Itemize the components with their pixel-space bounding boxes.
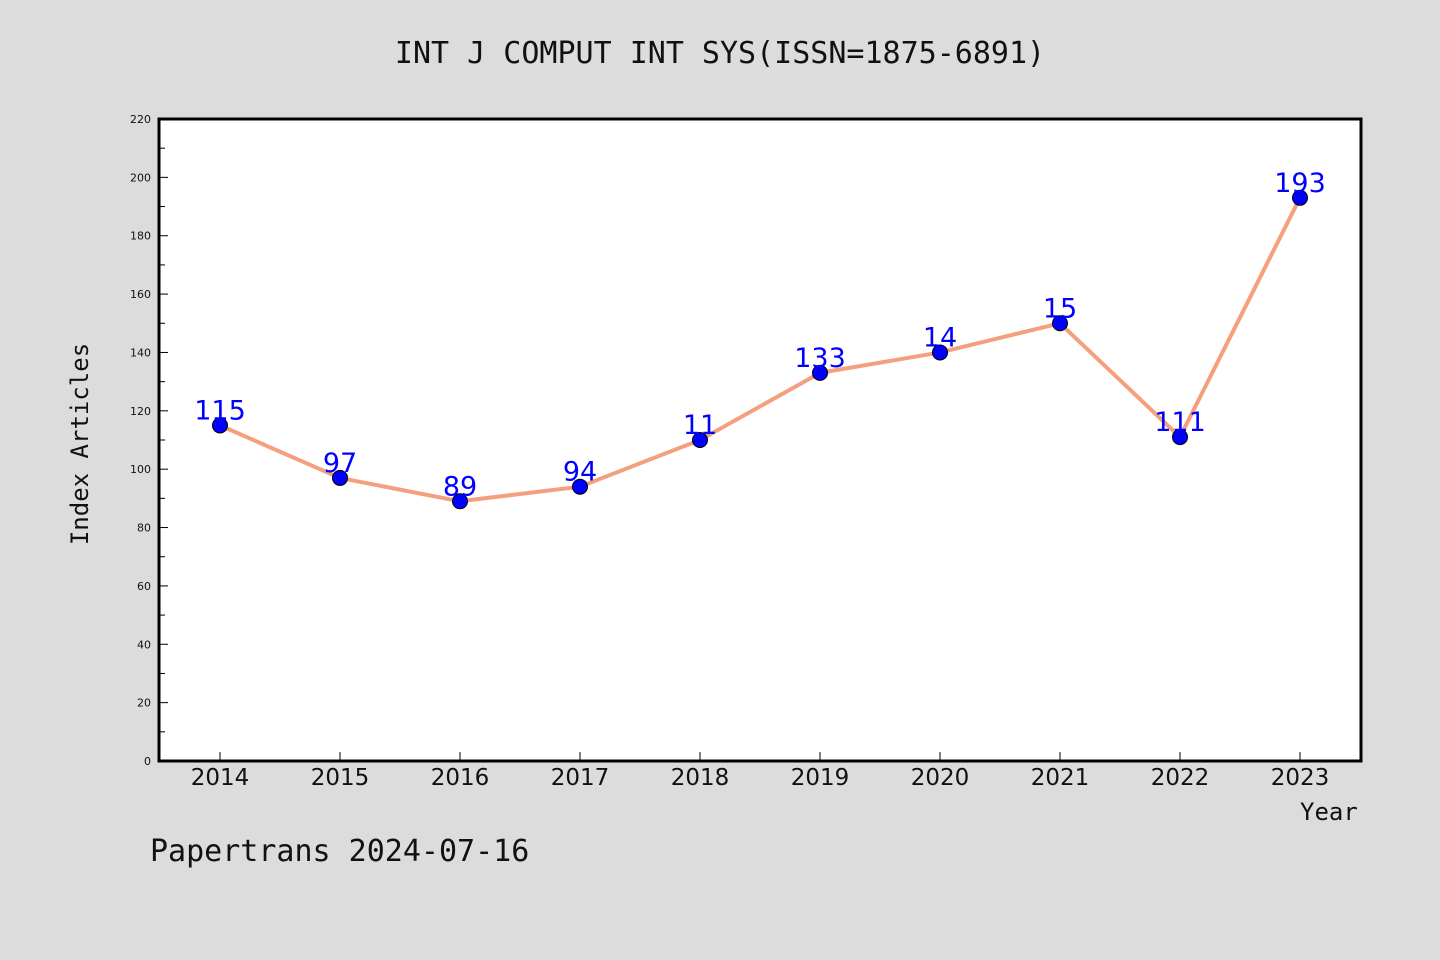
y-tick-label: 220 [130, 113, 151, 126]
plot-frame [157, 117, 1363, 763]
y-tick-label: 20 [137, 697, 151, 710]
data-label: 115 [194, 395, 246, 426]
chart-title: INT J COMPUT INT SYS(ISSN=1875-6891) [394, 36, 1046, 71]
data-point [1292, 189, 1308, 206]
data-label: 11 [683, 410, 717, 441]
y-tick-label: 80 [137, 522, 151, 535]
data-label: 89 [443, 471, 477, 502]
x-tick-label: 2021 [1031, 765, 1090, 791]
data-label: 133 [794, 343, 846, 374]
data-label: 193 [1274, 168, 1326, 199]
x-tick-label: 2022 [1151, 765, 1210, 791]
data-point [332, 469, 348, 486]
series-line [218, 195, 1302, 504]
footer-source-date: Papertrans 2024-07-16 [150, 834, 530, 869]
x-axis-ticks: 2014 2015 2016 2017 2018 2019 2020 2021 2022 2023 [191, 752, 1330, 791]
y-tick-label: 100 [130, 463, 151, 476]
y-tick-label: 0 [144, 755, 151, 768]
data-label: 94 [563, 457, 597, 488]
x-tick-label: 2017 [551, 765, 610, 791]
x-tick-label: 2023 [1271, 765, 1330, 791]
data-label: 111 [1154, 407, 1206, 438]
x-tick-label: 2018 [671, 765, 730, 791]
series-group [212, 189, 1308, 510]
y-tick-label: 160 [130, 288, 151, 301]
x-tick-label: 2016 [431, 765, 490, 791]
data-point [692, 432, 708, 448]
y-tick-label: 40 [137, 638, 151, 651]
x-tick-label: 2015 [311, 765, 370, 791]
data-labels-group: 115 97 89 94 11 133 14 15 111 193 [194, 168, 1326, 502]
data-label: 97 [323, 448, 357, 479]
x-tick-label: 2019 [791, 765, 850, 791]
data-label: 14 [923, 322, 957, 353]
data-label: 15 [1043, 293, 1077, 324]
x-tick-label: 2014 [191, 765, 250, 791]
data-point [932, 344, 948, 361]
x-tick-label: 2020 [911, 765, 970, 791]
data-point [452, 493, 468, 510]
x-axis-label: Year [1300, 798, 1358, 826]
data-point [572, 478, 588, 495]
y-tick-label: 140 [130, 346, 151, 359]
y-tick-label: 200 [130, 171, 151, 184]
data-point [1172, 429, 1188, 446]
y-tick-label: 180 [130, 230, 151, 243]
data-point [212, 417, 228, 434]
y-tick-label: 60 [137, 580, 151, 593]
data-point [1052, 315, 1068, 332]
data-point [812, 364, 828, 381]
plot-area [159, 119, 1361, 761]
y-tick-label: 120 [130, 405, 151, 418]
